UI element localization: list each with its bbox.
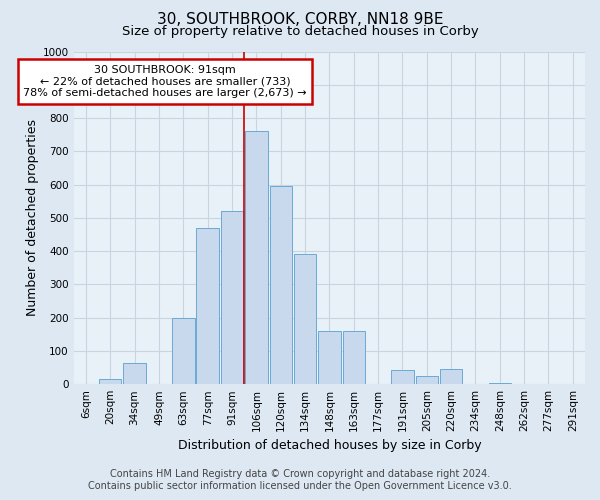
- Bar: [99, 379, 121, 384]
- Bar: [221, 211, 243, 384]
- Bar: [269, 186, 292, 384]
- Text: Size of property relative to detached houses in Corby: Size of property relative to detached ho…: [122, 25, 478, 38]
- Bar: [488, 382, 511, 384]
- Text: 30 SOUTHBROOK: 91sqm
← 22% of detached houses are smaller (733)
78% of semi-deta: 30 SOUTHBROOK: 91sqm ← 22% of detached h…: [23, 65, 307, 98]
- Bar: [318, 331, 341, 384]
- Y-axis label: Number of detached properties: Number of detached properties: [26, 120, 38, 316]
- Bar: [124, 362, 146, 384]
- Bar: [343, 331, 365, 384]
- Bar: [440, 369, 463, 384]
- Text: Contains HM Land Registry data © Crown copyright and database right 2024.
Contai: Contains HM Land Registry data © Crown c…: [88, 470, 512, 491]
- Text: 30, SOUTHBROOK, CORBY, NN18 9BE: 30, SOUTHBROOK, CORBY, NN18 9BE: [157, 12, 443, 28]
- X-axis label: Distribution of detached houses by size in Corby: Distribution of detached houses by size …: [178, 440, 481, 452]
- Bar: [416, 376, 438, 384]
- Bar: [245, 132, 268, 384]
- Bar: [294, 254, 316, 384]
- Bar: [196, 228, 219, 384]
- Bar: [391, 370, 413, 384]
- Bar: [172, 318, 194, 384]
